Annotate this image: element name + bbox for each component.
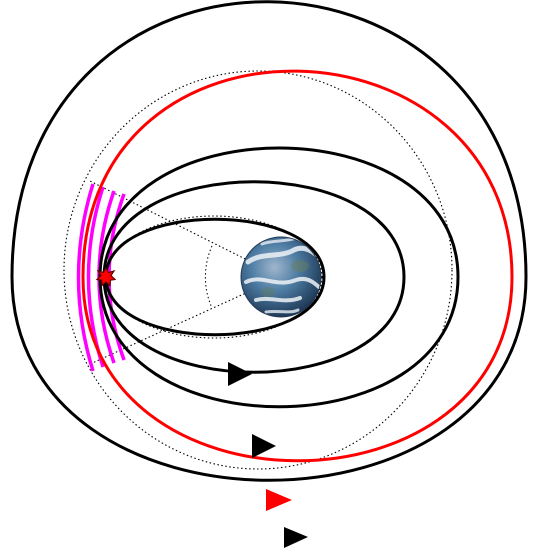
orbit-2	[102, 180, 406, 374]
direction-arrow-icon	[228, 362, 252, 386]
sector-angle-arc	[204, 245, 213, 309]
direction-arrow-icon	[284, 527, 308, 548]
direction-arrow-icon	[252, 434, 276, 458]
dotted-guide-ellipses	[63, 70, 453, 470]
guide-ellipse-outer	[63, 70, 453, 470]
burn-point-icon	[95, 266, 117, 287]
orbit-4	[81, 69, 514, 463]
thrust-arc	[76, 183, 95, 372]
spiral-orbits	[10, 0, 528, 482]
direction-arrows	[228, 362, 308, 548]
orbit-3	[98, 146, 460, 409]
orbit-5	[10, 0, 528, 482]
guide-ellipse-inner	[105, 215, 323, 339]
earth-icon	[240, 236, 322, 318]
orbit-1	[104, 217, 326, 337]
direction-arrow-icon	[266, 489, 292, 511]
